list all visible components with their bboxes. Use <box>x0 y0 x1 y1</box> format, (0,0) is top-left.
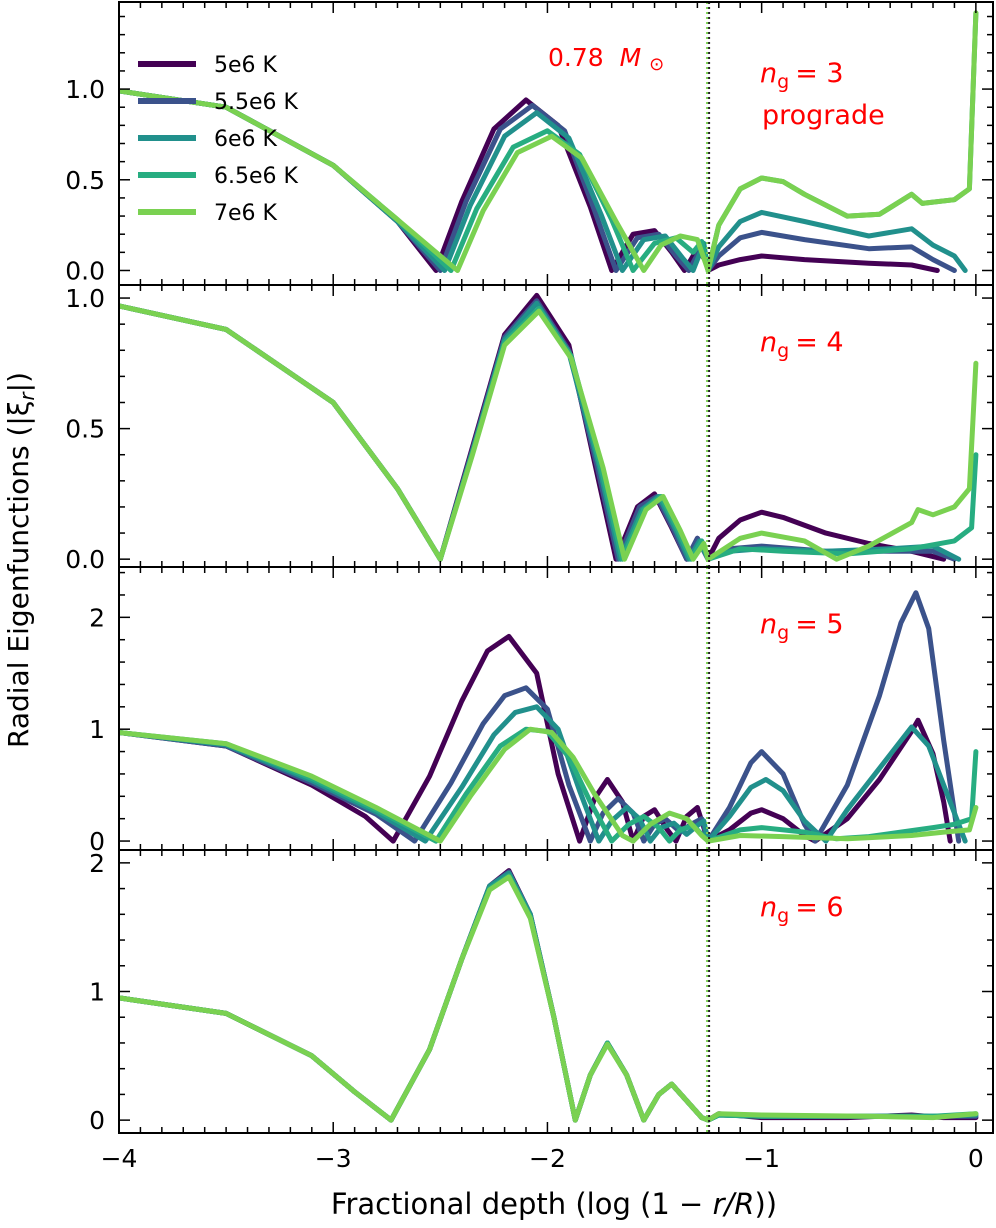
y-axis-label: Radial Eigenfunctions (|ξr|) <box>2 372 39 748</box>
legend-entry: 6e6 K <box>214 127 278 152</box>
panel-label-value: = 3 <box>795 58 843 89</box>
series-line-6e6-k <box>119 704 968 844</box>
panel-label-value: = 6 <box>795 892 843 923</box>
series-line-5-5e6-k <box>119 590 962 844</box>
series-line-5e6-k <box>119 88 940 273</box>
panel-series-group <box>119 292 979 562</box>
series-line-7e6-k <box>119 10 979 273</box>
legend-entry: 5e6 K <box>214 53 278 78</box>
panel-series-group <box>119 868 979 1123</box>
y-tick-label: 0.5 <box>65 166 105 195</box>
legend-entry: 7e6 K <box>214 201 278 226</box>
panel-series-group <box>119 10 979 273</box>
panel-label-ng-4: ng = 4 <box>760 327 844 362</box>
panel-4: 0 1 2 ng = 6 <box>89 849 994 1135</box>
x-tick-label: −2 <box>529 1144 566 1173</box>
panel-label-symbol: n <box>760 892 777 923</box>
x-tick-label: 0 <box>968 1144 984 1173</box>
panel-label-sub: g <box>777 622 789 644</box>
panel-label-ng-5: ng = 5 <box>760 609 844 644</box>
legend-entry: 6.5e6 K <box>214 164 299 189</box>
panel-2: 0.0 0.5 1.0 ng = 4 <box>65 284 994 574</box>
panel-label-symbol: n <box>760 327 777 358</box>
panel-3: 0 1 2 ng = 5 <box>89 566 994 856</box>
x-tick-label: −1 <box>743 1144 780 1173</box>
series-line-7e6-k <box>119 303 979 562</box>
panel-label-symbol: n <box>760 609 777 640</box>
series-line-6e6-k <box>119 88 968 273</box>
panel-label-sub: g <box>777 905 789 927</box>
panel-label-sub: g <box>777 340 789 362</box>
y-tick-label: 1 <box>89 715 105 744</box>
panel-label-value: = 5 <box>795 609 843 640</box>
panel-label-ng-3: ng = 3 <box>760 58 844 93</box>
y-tick-label: 1.0 <box>65 284 105 313</box>
y-tick-label: 1 <box>89 978 105 1007</box>
panel-frame <box>118 849 994 1134</box>
panel-label-sub: g <box>777 71 789 93</box>
y-tick-label: 0.0 <box>65 256 105 285</box>
y-tick-label: 0 <box>89 1106 105 1135</box>
mass-sun-symbol: ⊙ <box>649 54 664 75</box>
series-line-5e6-k <box>119 633 953 844</box>
y-tick-label: 0.0 <box>65 545 105 574</box>
y-tick-label: 2 <box>89 603 105 632</box>
y-tick-label: 2 <box>89 849 105 878</box>
y-tick-label: 0.5 <box>65 415 105 444</box>
panel-label-ng-6: ng = 6 <box>760 892 844 927</box>
panel-label-value: = 4 <box>795 327 843 358</box>
mass-annotation: 0.78 M ⊙ <box>548 43 664 75</box>
panel-label-extra: prograde <box>762 100 885 131</box>
panel-1: 0.0 0.5 1.0 ng = 3 prograde <box>65 1 994 286</box>
x-axis-label: Fractional depth (log (1 − r/R)) <box>331 1187 777 1221</box>
series-line-7e6-k <box>119 874 979 1123</box>
series-line-7e6-k <box>119 726 979 844</box>
mass-value: 0.78 <box>548 43 604 72</box>
x-tick-label: −3 <box>315 1144 352 1173</box>
x-tick-label: −4 <box>101 1144 138 1173</box>
mass-unit: M <box>620 43 642 72</box>
series-line-5-5e6-k <box>119 88 957 273</box>
legend-entry: 5.5e6 K <box>214 90 299 115</box>
panel-series-group <box>119 590 979 844</box>
panel-frame <box>118 566 994 851</box>
legend: 5e6 K 5.5e6 K 6e6 K 6.5e6 K 7e6 K <box>138 53 299 226</box>
y-tick-label: 0 <box>89 827 105 856</box>
panel-label-symbol: n <box>760 58 777 89</box>
y-tick-label: 1.0 <box>65 75 105 104</box>
